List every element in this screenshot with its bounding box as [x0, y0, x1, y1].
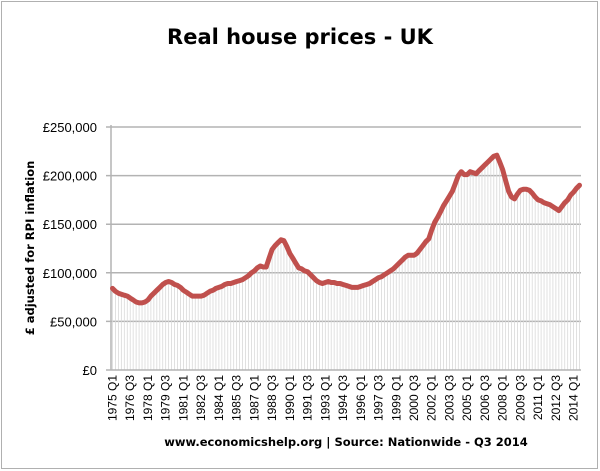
x-tick-label: 1993 Q1 [318, 375, 332, 421]
x-tick-label: 2006 Q3 [478, 375, 492, 421]
y-tick-label: £100,000 [43, 266, 97, 281]
x-tick-label: 2012 Q3 [549, 375, 563, 421]
x-tick-label: 1975 Q1 [105, 375, 119, 421]
x-tick-label: 1999 Q1 [389, 375, 403, 421]
x-tick-label: 2000 Q3 [407, 375, 421, 421]
x-tick-label: 1996 Q1 [354, 375, 368, 421]
x-tick-label: 1990 Q1 [283, 375, 297, 421]
x-tick-label: 2005 Q1 [460, 375, 474, 421]
chart-footer: www.economicshelp.org | Source: Nationwi… [164, 435, 528, 449]
x-tick-label: 1981 Q1 [176, 375, 190, 421]
x-tick-label: 1976 Q3 [123, 375, 137, 421]
x-tick-label: 1997 Q3 [372, 375, 386, 421]
x-tick-label: 2011 Q1 [531, 375, 545, 420]
y-axis-label: £ adjusted for RPI inflation [23, 161, 37, 336]
x-tick-label: 1982 Q3 [194, 375, 208, 421]
x-tick-label: 1984 Q1 [212, 375, 226, 421]
x-tick-label: 1985 Q3 [230, 375, 244, 421]
x-tick-label: 2014 Q1 [567, 375, 581, 421]
y-tick-label: £50,000 [50, 314, 97, 329]
x-tick-label: 1978 Q1 [141, 375, 155, 421]
y-tick-label: £150,000 [43, 217, 97, 232]
x-tick-label: 2003 Q3 [442, 375, 456, 421]
y-tick-label: £200,000 [43, 169, 97, 184]
x-tick-label: 1987 Q1 [247, 375, 261, 421]
x-tick-label: 2009 Q3 [513, 375, 527, 421]
x-tick-label: 1991 Q3 [301, 375, 315, 421]
x-tick-label: 2008 Q1 [496, 375, 510, 421]
x-tick-label: 1994 Q3 [336, 375, 350, 421]
y-tick-label: £250,000 [43, 120, 97, 135]
x-tick-label: 1988 Q3 [265, 375, 279, 421]
y-tick-label: £0 [83, 363, 97, 378]
price-series-line [110, 152, 582, 306]
x-tick-label: 2002 Q1 [425, 375, 439, 421]
chart-title: Real house prices - UK [167, 25, 434, 49]
x-tick-label: 1979 Q3 [159, 375, 173, 421]
